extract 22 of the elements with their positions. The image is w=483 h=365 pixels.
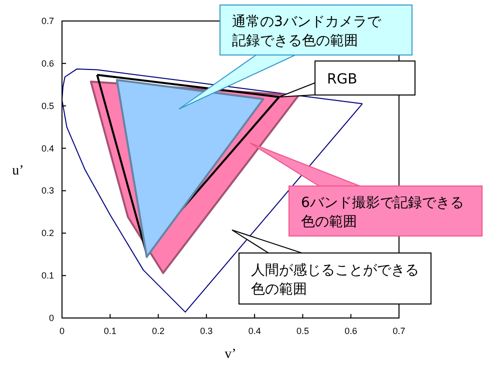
y-tick-label: 0.2 bbox=[41, 228, 54, 238]
y-axis-title: u’ bbox=[12, 164, 24, 178]
annotation: 人間が感じることができる色の範囲 bbox=[251, 262, 419, 298]
x-tick-label: 0.1 bbox=[104, 326, 116, 336]
x-tick-label: 0.7 bbox=[392, 326, 406, 336]
y-tick-label: 0.5 bbox=[41, 100, 54, 111]
y-tick-label: 0.1 bbox=[41, 270, 54, 281]
y-tick-label: 0.7 bbox=[41, 16, 54, 26]
x-tick-label: 0.4 bbox=[248, 326, 261, 336]
annotation: RGB bbox=[327, 72, 358, 88]
y-tick-label: 0.3 bbox=[41, 186, 54, 196]
y-tick-label: 0.6 bbox=[41, 58, 54, 68]
x-tick-label: 0.2 bbox=[152, 326, 165, 336]
x-tick-label: 0.3 bbox=[200, 326, 213, 336]
x-tick-label: 0.5 bbox=[296, 326, 309, 336]
x-tick-label: 0 bbox=[59, 326, 65, 336]
annotation: 通常の3バンドカメラで記録できる色の範囲 bbox=[232, 14, 382, 49]
annotation: 6バンド撮影で記録できる色の範囲 bbox=[301, 195, 464, 230]
y-tick-label: 0.4 bbox=[41, 143, 54, 154]
y-tick-label: 0 bbox=[48, 313, 54, 323]
x-axis-title: v’ bbox=[224, 347, 236, 362]
x-tick-label: 0.6 bbox=[344, 326, 358, 336]
